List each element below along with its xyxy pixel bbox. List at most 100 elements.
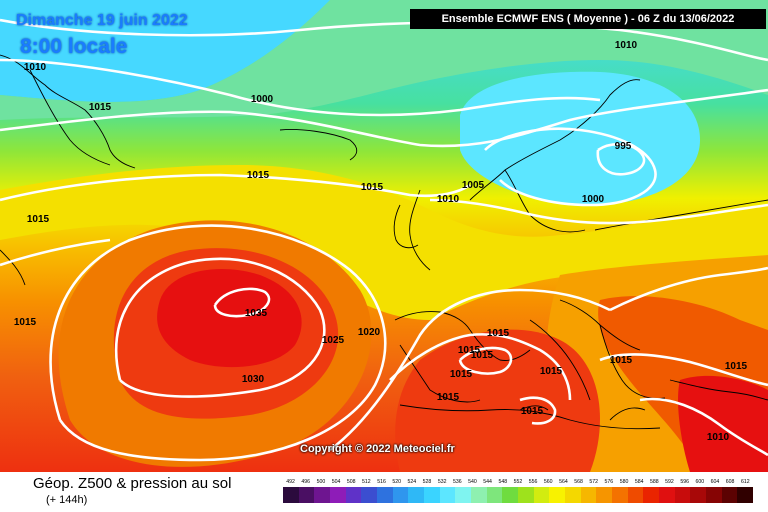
hot-zone-southeast [678,375,768,472]
scale-color-swatch [706,487,722,503]
scale-tick-label: 584 [634,479,644,485]
scale-tick-label: 540 [468,479,477,485]
legend-subtitle: (+ 144h) [46,494,88,506]
scale-tick-label: 504 [331,479,341,485]
isobar-label: 1015 [437,392,460,403]
scale-tick-label: 528 [422,479,432,485]
isobar-label: 1015 [458,345,481,356]
scale-tick-label: 544 [483,479,492,485]
scale-tick-label: 536 [452,479,462,485]
green-zone-north [0,0,768,120]
cold-air-zone-northwest [0,0,330,102]
copyright: Copyright © 2022 Meteociel.fr [300,443,455,455]
isobar-label: 1020 [358,327,381,338]
isobar-label: 1015 [471,350,494,361]
scale-color-swatch [283,487,299,503]
scale-color-swatch [392,487,409,503]
model-banner: Ensemble ECMWF ENS ( Moyenne ) - 06 Z du… [410,9,766,29]
scale-color-swatch [627,487,644,503]
scale-ticks: 492 496 500 504 508 512 516 520 524 528 532 536 540 5… [283,479,753,485]
isobar-label: 1015 [725,361,748,372]
isobar-label: 1015 [14,317,37,328]
isobar-label: 1035 [245,308,268,319]
color-scale: 492 496 500 504 508 512 516 520 524 528 532 536 540 5… [283,479,754,503]
scale-color-swatch [408,487,425,503]
scale-color-swatch [737,487,754,503]
scale-color-swatch [502,487,519,503]
scale-color-swatch [612,487,628,503]
warm-zone-mediterranean [395,329,600,472]
scale-color-swatch [596,487,613,503]
scale-tick-label: 524 [407,479,417,485]
isobar-label: 1015 [521,406,544,417]
scale-tick-label: 564 [559,479,568,485]
legend-title: Géop. Z500 & pression au sol [33,475,232,492]
weather-map: 1010 1015 1000 1015 1015 1015 1005 1010 … [0,0,768,472]
isobar-label: 1030 [242,374,265,385]
scale-tick-label: 592 [665,479,674,485]
isobar-label: 1015 [610,355,633,366]
scale-color-swatch [424,487,440,503]
scale-tick-label: 596 [680,479,689,485]
scale-tick-label: 492 [286,479,295,485]
yellow-band [0,165,768,320]
scale-tick-label: 552 [513,479,523,485]
scale-color-swatch [690,487,707,503]
isobar-label: 1015 [487,328,510,339]
scale-tick-label: 508 [346,479,356,485]
isobar-label: 1015 [89,102,112,113]
scale-color-swatch [361,487,378,503]
isobar-label: 1025 [322,335,345,346]
isobar-label: 1000 [251,94,274,105]
isobar-label: 1015 [361,182,384,193]
scale-tick-label: 600 [695,479,705,485]
isobar-label: 1010 [437,194,460,205]
scale-color-swatch [455,487,472,503]
scale-color-swatch [674,487,691,503]
isobar-label: 1015 [450,369,473,380]
scale-tick-label: 560 [543,479,553,485]
scale-tick-label: 608 [725,479,735,485]
scale-tick-label: 572 [589,479,599,485]
isobar-label: 1015 [247,170,270,181]
scale-tick-label: 532 [437,479,447,485]
isobar-label: 1015 [540,366,563,377]
scale-tick-label: 516 [377,479,386,485]
isobar-label: 995 [615,141,632,152]
isobar-label: 1010 [615,40,638,51]
scale-tick-label: 612 [740,479,750,485]
scale-color-swatch [439,487,456,503]
isobar-labels: 1010 1015 1000 1015 1015 1015 1005 1010 … [14,40,748,443]
cold-low-scandinavia [460,71,700,206]
scale-tick-label: 548 [498,479,508,485]
scale-color-swatch [549,487,566,503]
scale-color-swatch [643,487,660,503]
scale-tick-label: 520 [392,479,401,485]
coastlines [0,54,768,430]
isobar-label: 1000 [582,194,605,205]
scale-color-swatch [659,487,675,503]
scale-color-swatch [533,487,550,503]
scale-color-swatch [377,487,393,503]
scale-color-swatch [486,487,503,503]
scale-tick-label: 568 [574,479,583,485]
isobar-label: 1010 [24,62,47,73]
scale-tick-label: 604 [710,479,720,485]
scale-color-swatch [298,487,315,503]
scale-tick-label: 588 [650,479,659,485]
scale-tick-label: 580 [619,479,629,485]
forecast-time: 8:00 locale [20,35,128,58]
scale-tick-label: 496 [301,479,311,485]
scale-color-swatch [314,487,331,503]
scale-tick-label: 500 [316,479,326,485]
legend-panel: Géop. Z500 & pression au sol (+ 144h) 49… [0,472,768,512]
scale-color-swatch [471,487,487,503]
forecast-date: Dimanche 19 juin 2022 [16,12,188,29]
scale-tick-label: 512 [362,479,371,485]
scale-color-swatch [330,487,346,503]
scale-color-swatch [518,487,534,503]
isobar-label: 1015 [27,214,50,225]
scale-color-swatch [565,487,581,503]
isobar-label: 1005 [462,180,485,191]
scale-color-swatch [721,487,738,503]
